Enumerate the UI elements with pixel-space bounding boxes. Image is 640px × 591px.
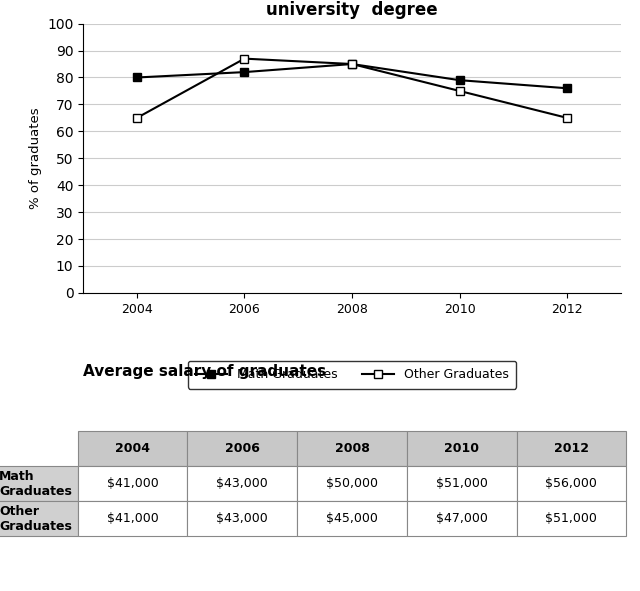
Text: Average salary of graduates: Average salary of graduates — [83, 365, 326, 379]
Legend: Math Graduates, Other Graduates: Math Graduates, Other Graduates — [188, 361, 516, 389]
Title: Percentage of full-time workers holding a
university  degree: Percentage of full-time workers holding … — [157, 0, 547, 20]
Y-axis label: % of graduates: % of graduates — [29, 108, 42, 209]
